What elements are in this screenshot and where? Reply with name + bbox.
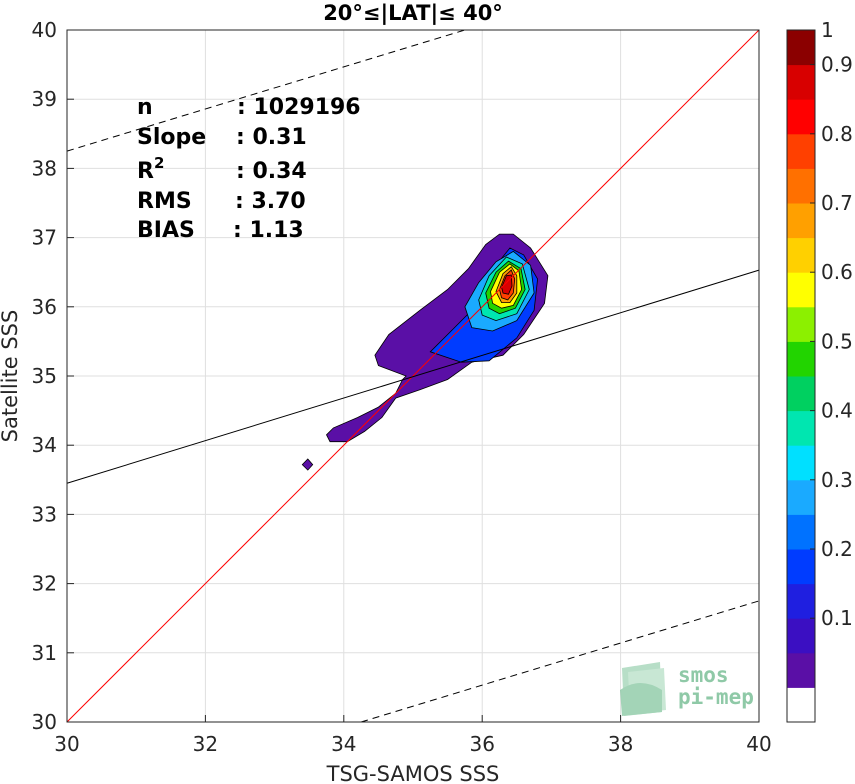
colorbar: 0.1 0.2 0.3 0.4 0.5 0.6 0.7 0.8 0.9 1 xyxy=(786,18,853,723)
x-axis-label: TSG-SAMOS SSS xyxy=(326,762,500,784)
reference-lines xyxy=(66,29,760,723)
stat-label: RMS xyxy=(137,189,192,214)
colorbar-tick-label: 0.4 xyxy=(821,399,853,423)
colorbar-segment xyxy=(787,410,815,446)
stat-value: : 3.70 xyxy=(235,189,306,214)
y-tick-label: 30 xyxy=(32,710,57,734)
colorbar-frame xyxy=(786,29,816,723)
logo-line1: smos xyxy=(678,663,729,687)
x-tick-label: 32 xyxy=(193,732,218,756)
x-tick-label: 36 xyxy=(469,732,494,756)
colorbar-segment xyxy=(787,583,815,619)
colorbar-segment xyxy=(787,687,815,723)
y-tick-label: 34 xyxy=(32,433,57,457)
smos-pi-mep-logo: smos pi-mep xyxy=(620,662,754,716)
density-contour-0.05 xyxy=(301,458,314,471)
1-1-line-line xyxy=(66,29,760,723)
colorbar-segment xyxy=(787,133,815,169)
colorbar-segment xyxy=(787,237,815,273)
colorbar-tick-label: 0.1 xyxy=(821,606,853,630)
colorbar-segment xyxy=(787,64,815,100)
x-tick-label: 40 xyxy=(746,732,771,756)
colorbar-segment xyxy=(787,30,815,66)
colorbar-segment xyxy=(787,168,815,204)
stat-value: : 1.13 xyxy=(233,218,304,243)
colorbar-segment xyxy=(787,376,815,412)
y-tick-label: 33 xyxy=(32,502,57,526)
grid-lines xyxy=(66,29,760,723)
x-tick-label: 34 xyxy=(331,732,356,756)
colorbar-segment xyxy=(787,549,815,585)
colorbar-segment xyxy=(787,514,815,550)
y-axis-label: Satellite SSS xyxy=(0,310,22,443)
stat-value: : 0.34 xyxy=(236,159,307,184)
y-tick-label: 40 xyxy=(32,18,57,42)
y-tick-label: 39 xyxy=(32,87,57,111)
chart-title: 20°≤|LAT|≤ 40° xyxy=(323,1,503,26)
colorbar-segment xyxy=(787,445,815,481)
colorbar-segment xyxy=(787,341,815,377)
colorbar-tick-label: 0.8 xyxy=(821,122,853,146)
axis-ticks: 30 32 34 36 38 40 30 31 32 33 34 35 36 37 38 39 40 xyxy=(32,18,772,756)
colorbar-segment xyxy=(787,272,815,308)
logo-line2: pi-mep xyxy=(678,685,754,709)
colorbar-tick-label: 0.5 xyxy=(821,329,853,353)
colorbar-tick-label: 0.3 xyxy=(821,468,853,492)
y-tick-label: 32 xyxy=(32,572,57,596)
stat-label: n xyxy=(137,95,153,120)
stat-value: : 1029196 xyxy=(237,95,361,120)
stat-value: : 0.31 xyxy=(236,125,307,150)
colorbar-segment xyxy=(787,99,815,135)
lower-bound-line xyxy=(360,600,760,723)
y-tick-label: 36 xyxy=(32,295,57,319)
stat-label: Slope xyxy=(137,125,206,150)
colorbar-segment xyxy=(787,203,815,239)
colorbar-tick-label: 0.9 xyxy=(821,53,853,77)
colorbar-tick-label: 0.2 xyxy=(821,537,853,561)
colorbar-tick-label: 0.7 xyxy=(821,191,853,215)
colorbar-tick-label: 1 xyxy=(821,18,834,42)
stat-label: BIAS xyxy=(137,218,195,243)
upper-bound-line xyxy=(66,29,466,152)
colorbar-segment xyxy=(787,618,815,654)
regression-line xyxy=(66,269,760,484)
logo-wave-icon xyxy=(620,662,666,716)
y-tick-label: 37 xyxy=(32,226,57,250)
colorbar-tick-label: 0.6 xyxy=(821,260,853,284)
y-tick-label: 35 xyxy=(32,364,57,388)
x-tick-label: 38 xyxy=(608,732,633,756)
y-tick-label: 38 xyxy=(32,156,57,180)
colorbar-segment xyxy=(787,306,815,342)
colorbar-segment xyxy=(787,652,815,688)
colorbar-segment xyxy=(787,479,815,515)
x-tick-label: 30 xyxy=(54,732,79,756)
y-tick-label: 31 xyxy=(32,641,57,665)
